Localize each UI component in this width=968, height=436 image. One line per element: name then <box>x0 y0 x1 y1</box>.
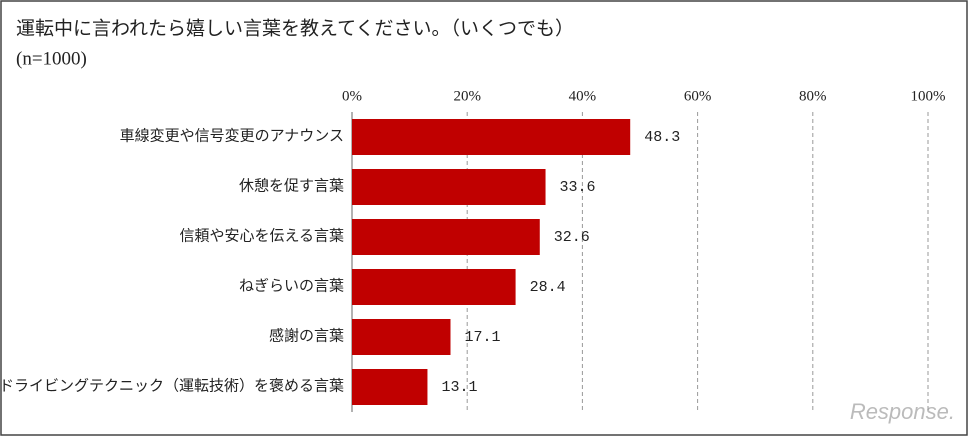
y-tick-label: ドライビングテクニック（運転技術）を褒める言葉 <box>0 377 344 394</box>
data-label: 17.1 <box>464 329 500 346</box>
bar <box>352 219 540 255</box>
bar <box>352 319 451 355</box>
watermark: Response. <box>850 399 955 424</box>
x-tick-label: 100% <box>911 88 946 104</box>
y-tick-label: 車線変更や信号変更のアナウンス <box>120 127 344 144</box>
chart-subtitle: (n=1000) <box>16 48 87 69</box>
bar <box>352 369 428 405</box>
y-tick-label: 感謝の言葉 <box>269 327 344 344</box>
data-label: 33.6 <box>560 179 596 196</box>
bar <box>352 269 516 305</box>
chart-title: 運転中に言われたら嬉しい言葉を教えてください。（いくつでも） <box>16 17 574 39</box>
y-tick-label: ねぎらいの言葉 <box>239 277 344 294</box>
data-label: 32.6 <box>554 229 590 246</box>
x-tick-label: 0% <box>342 88 362 104</box>
y-tick-label: 休憩を促す言葉 <box>239 177 344 194</box>
data-label: 48.3 <box>644 129 680 146</box>
data-label: 13.1 <box>441 379 477 396</box>
x-tick-label: 40% <box>569 88 597 104</box>
x-tick-label: 60% <box>684 88 712 104</box>
bar <box>352 119 631 155</box>
x-tick-label: 20% <box>453 88 481 104</box>
data-label: 28.4 <box>530 279 566 296</box>
x-tick-label: 80% <box>799 88 827 104</box>
bar <box>352 169 546 205</box>
y-tick-label: 信頼や安心を伝える言葉 <box>179 227 344 244</box>
